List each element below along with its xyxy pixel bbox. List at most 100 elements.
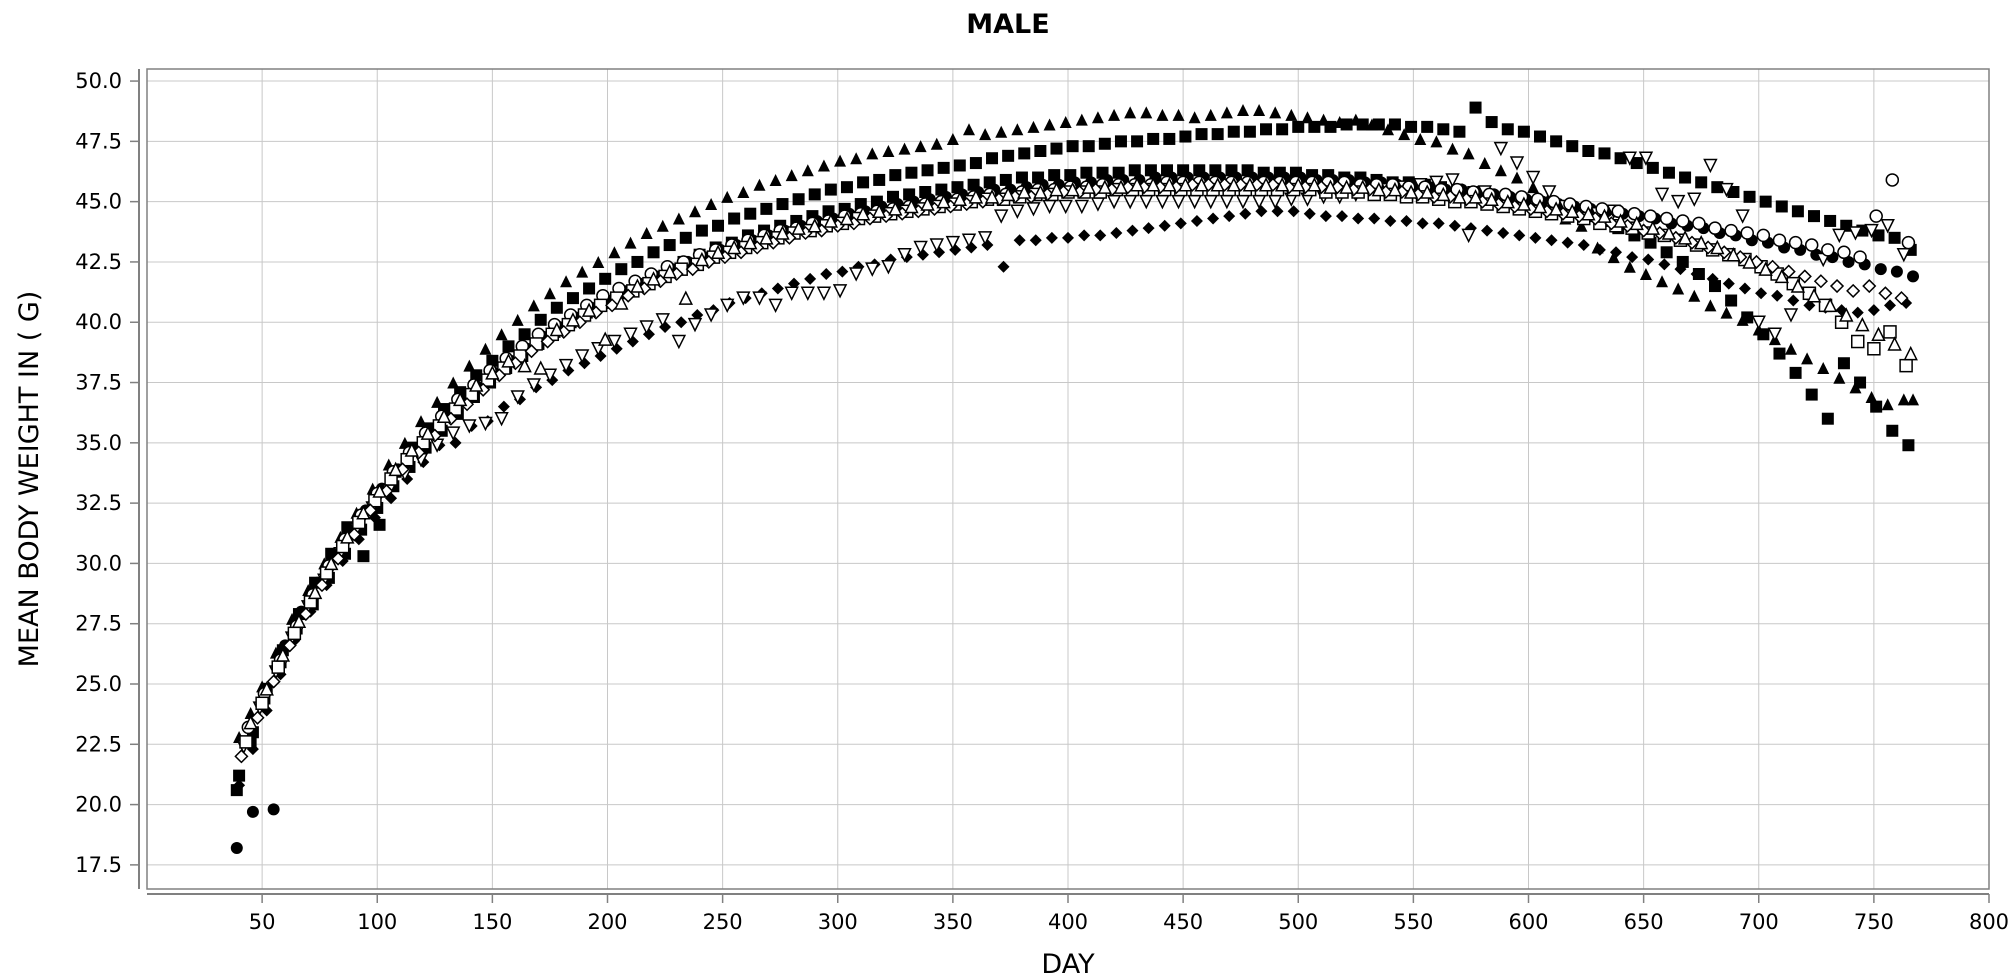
data-point (737, 186, 750, 198)
data-point (1436, 186, 1451, 202)
data-point (1693, 234, 1709, 250)
data-point (1842, 255, 1855, 268)
data-point (1854, 376, 1867, 389)
data-point (1287, 205, 1300, 218)
y-tick-label: 35.0 (75, 431, 122, 455)
data-point (1582, 145, 1595, 157)
x-tick-label: 800 (1969, 910, 2009, 934)
data-point (1355, 179, 1370, 194)
data-point (1542, 185, 1557, 200)
y-tick-label: 37.5 (75, 371, 122, 395)
data-point (1501, 123, 1514, 136)
data-point (1110, 227, 1123, 239)
data-point (1090, 197, 1106, 212)
data-point (1874, 263, 1887, 276)
data-point (527, 299, 540, 312)
data-point (784, 286, 799, 301)
data-point (1015, 171, 1028, 184)
data-point (662, 263, 677, 279)
data-point (447, 376, 460, 389)
data-point (913, 240, 928, 256)
data-point (752, 291, 767, 306)
data-point (1645, 220, 1661, 235)
data-point (1188, 111, 1201, 124)
data-point (1448, 219, 1461, 232)
data-point (1688, 289, 1701, 302)
data-point (436, 408, 452, 424)
data-point (775, 225, 790, 240)
data-point (549, 321, 565, 337)
data-point (1255, 205, 1268, 218)
data-point (817, 159, 830, 172)
data-point (615, 263, 628, 276)
data-point (1319, 210, 1332, 223)
data-point (1179, 130, 1192, 143)
data-point (239, 735, 253, 749)
data-point (1883, 299, 1896, 312)
data-point (1869, 209, 1883, 223)
data-point (1285, 108, 1298, 121)
data-point (785, 169, 798, 182)
series-filled-square (230, 164, 1915, 797)
data-point (1484, 191, 1499, 206)
data-point (1622, 151, 1638, 166)
data-point (905, 166, 918, 179)
data-point (997, 260, 1010, 273)
data-point (1626, 251, 1639, 264)
data-point (1509, 156, 1525, 171)
data-point (1808, 210, 1821, 223)
data-point (497, 400, 510, 413)
data-point (1545, 234, 1558, 247)
series-open-square (239, 182, 1913, 749)
data-point (1042, 199, 1057, 215)
data-point (1757, 328, 1770, 341)
data-point (994, 209, 1009, 224)
data-point (1896, 247, 1912, 263)
data-point (1098, 137, 1111, 150)
data-point (1174, 217, 1187, 230)
data-point (1695, 176, 1708, 189)
x-tick-label: 200 (587, 910, 627, 934)
data-point (824, 183, 837, 196)
data-point (1708, 221, 1722, 235)
data-point (1339, 179, 1354, 194)
data-point (771, 282, 784, 295)
data-point (921, 164, 934, 177)
data-point (1658, 258, 1671, 271)
data-point (1308, 120, 1321, 133)
data-point (937, 161, 950, 174)
y-tick-label: 32.5 (75, 491, 122, 515)
data-point (832, 284, 848, 299)
data-point (566, 292, 579, 305)
data-point (540, 334, 555, 349)
data-point (255, 696, 269, 711)
data-point (1787, 294, 1800, 307)
data-point (356, 505, 371, 520)
data-point (801, 164, 814, 177)
data-point (646, 271, 661, 286)
data-point (1500, 193, 1515, 209)
data-point (1421, 120, 1434, 133)
data-point (1797, 269, 1812, 284)
data-point (1445, 173, 1460, 188)
data-point (1162, 177, 1177, 192)
data-point (574, 349, 590, 364)
x-tick-label: 500 (1278, 910, 1318, 934)
data-point (743, 234, 758, 250)
data-point (953, 159, 966, 172)
data-point (1163, 132, 1176, 145)
data-point (1581, 206, 1596, 221)
data-point (1368, 212, 1381, 225)
data-point (1864, 223, 1879, 239)
data-point (962, 123, 975, 136)
y-tick-label: 47.5 (75, 129, 122, 153)
data-point (550, 301, 563, 314)
data-point (420, 425, 436, 440)
data-point (1324, 120, 1337, 133)
data-point (1743, 190, 1756, 203)
data-point (607, 334, 622, 350)
data-point (834, 154, 847, 167)
y-tick-label: 50.0 (75, 69, 122, 93)
data-point (1210, 177, 1225, 192)
